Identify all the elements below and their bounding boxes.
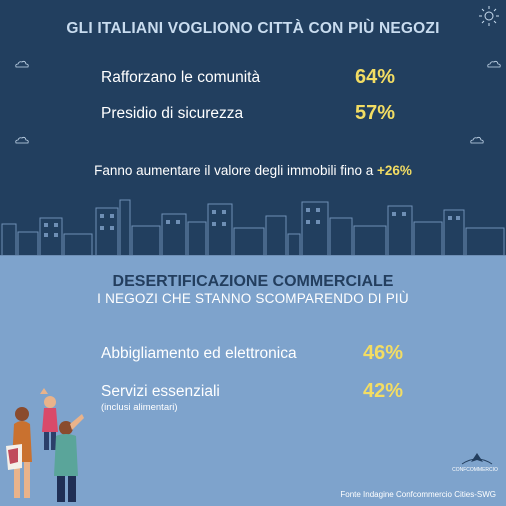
- cloud-icon: [15, 60, 29, 68]
- stat-label-security: Presidio di sicurezza: [101, 105, 244, 122]
- stat-value-community: 64%: [355, 66, 396, 88]
- section-title: DESERTIFICAZIONE COMMERCIALE: [112, 273, 394, 290]
- property-highlight: +26%: [377, 163, 412, 178]
- property-text: Fanno aumentare il valore degli immobili…: [94, 163, 374, 178]
- city-skyline: [0, 199, 506, 256]
- top-section: GLI ITALIANI VOGLIONO CITTÀ CON PIÙ NEGO…: [0, 0, 506, 256]
- bottom-section: DESERTIFICAZIONE COMMERCIALE I NEGOZI CH…: [0, 256, 506, 506]
- section-subtitle: I NEGOZI CHE STANNO SCOMPARENDO DI PIÙ: [97, 291, 409, 306]
- sun-icon: [479, 6, 499, 26]
- source-note: Fonte Indagine Confcommercio Cities-SWG: [340, 490, 496, 499]
- main-title: GLI ITALIANI VOGLIONO CITTÀ CON PIÙ NEGO…: [66, 20, 440, 37]
- stat-value-services: 42%: [363, 380, 404, 402]
- stat-value-clothing: 46%: [363, 342, 404, 364]
- cloud-icon: [470, 136, 484, 144]
- confcommercio-logo: [461, 453, 493, 465]
- logo-text: CONFCOMMERCIO: [452, 467, 498, 473]
- stat-note-services: (inclusi alimentari): [101, 402, 178, 413]
- cloud-icon: [15, 136, 29, 144]
- stat-value-security: 57%: [355, 102, 396, 124]
- people-illustration: [6, 388, 84, 502]
- cloud-icon: [487, 60, 501, 68]
- stat-label-services: Servizi essenziali: [101, 383, 220, 400]
- stat-label-community: Rafforzano le comunità: [101, 69, 261, 86]
- property-value-line: Fanno aumentare il valore degli immobili…: [0, 163, 506, 178]
- stat-label-clothing: Abbigliamento ed elettronica: [101, 345, 297, 362]
